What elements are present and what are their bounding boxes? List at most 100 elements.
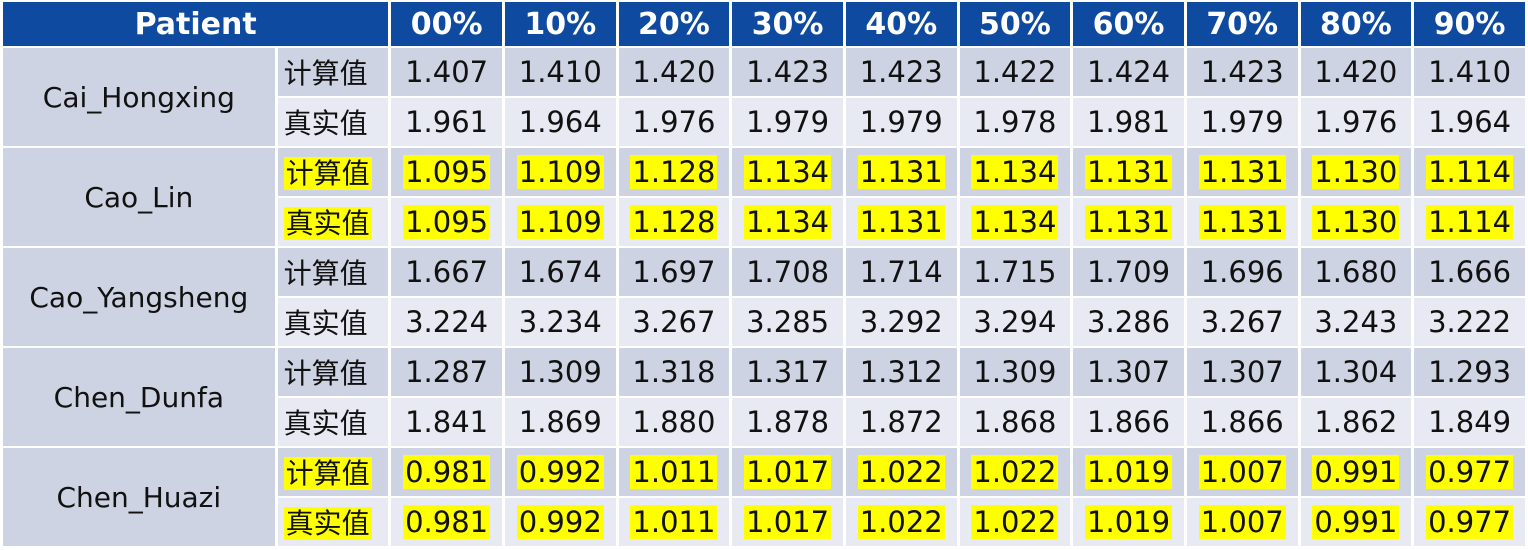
value-text: 1.128: [630, 155, 718, 189]
value-text: 1.422: [973, 55, 1057, 89]
value-cell: 1.022: [845, 498, 957, 546]
value-text: 1.134: [971, 155, 1059, 189]
value-cell: 1.878: [732, 398, 843, 446]
value-cell: 0.981: [391, 498, 502, 546]
column-header-2: 20%: [618, 2, 730, 46]
value-cell: 3.294: [959, 298, 1071, 346]
table-row: 真实值 0.981 0.992 1.011 1.017 1.022 1.022 1.019 1.…: [3, 498, 1525, 546]
table-row: Cai_Hongxing 计算值 1.407 1.410 1.420 1.423 1.423…: [3, 48, 1525, 146]
value-text: 1.007: [1198, 455, 1286, 489]
value-cell: 1.866: [1073, 398, 1184, 446]
value-text: 1.978: [973, 105, 1057, 139]
value-text: 3.285: [746, 305, 830, 339]
value-text: 1.007: [1198, 505, 1286, 539]
value-cell: 1.979: [1186, 98, 1298, 146]
value-text: 1.109: [516, 205, 604, 239]
value-cell: 1.011: [618, 498, 730, 546]
metric-label-cell: 计算值: [277, 248, 389, 296]
value-text: 1.423: [746, 55, 830, 89]
value-cell: 1.109: [504, 148, 616, 196]
value-cell: 1.131: [1073, 198, 1184, 246]
value-cell: 1.979: [845, 98, 957, 146]
value-text: 1.022: [857, 455, 945, 489]
value-cell: 1.976: [1300, 98, 1412, 146]
value-cell: 1.309: [959, 348, 1071, 396]
value-text: 1.696: [1200, 255, 1284, 289]
value-text: 1.667: [405, 255, 489, 289]
value-cell: 1.114: [1414, 198, 1525, 246]
value-cell: 1.022: [959, 498, 1071, 546]
value-text: 0.981: [403, 505, 491, 539]
value-text: 1.666: [1428, 255, 1512, 289]
column-header-7: 70%: [1186, 2, 1298, 46]
table-row: Cao_Yangsheng 计算值 1.667 1.674 1.697 1.708 1.71…: [3, 248, 1525, 346]
column-header-3: 30%: [732, 2, 843, 46]
value-cell: 1.667: [391, 248, 502, 296]
value-text: 1.293: [1428, 355, 1512, 389]
column-header-5: 50%: [959, 2, 1071, 46]
column-header-4: 40%: [845, 2, 957, 46]
metric-label: 真实值: [283, 207, 372, 240]
value-cell: 1.017: [732, 448, 843, 496]
value-cell: 1.407: [391, 48, 502, 96]
value-cell: 3.224: [391, 298, 502, 346]
value-cell: 1.134: [732, 148, 843, 196]
value-cell: 1.423: [732, 48, 843, 96]
value-text: 1.017: [744, 505, 832, 539]
value-text: 1.131: [857, 155, 945, 189]
value-text: 1.680: [1314, 255, 1398, 289]
value-cell: 3.222: [1414, 298, 1525, 346]
value-text: 1.312: [859, 355, 943, 389]
value-cell: 1.424: [1073, 48, 1184, 96]
value-text: 1.872: [859, 405, 943, 439]
value-text: 1.022: [971, 505, 1059, 539]
value-cell: 1.011: [618, 448, 730, 496]
patient-name-cell: Cai_Hongxing: [3, 48, 275, 146]
value-cell: 1.709: [1073, 248, 1184, 296]
metric-label-cell: 真实值: [277, 198, 389, 246]
value-text: 0.992: [516, 505, 604, 539]
metric-label: 计算值: [283, 457, 372, 490]
value-text: 1.095: [403, 205, 491, 239]
value-text: 1.114: [1426, 205, 1514, 239]
table-row: 真实值 1.841 1.869 1.880 1.878 1.872 1.868 1.866 1.…: [3, 398, 1525, 446]
value-text: 1.128: [630, 205, 718, 239]
metric-label: 真实值: [283, 107, 368, 140]
value-cell: 1.114: [1414, 148, 1525, 196]
value-cell: 1.022: [959, 448, 1071, 496]
table-row: Cao_Lin 计算值 1.095 1.109 1.128 1.134 1.131 1.134…: [3, 148, 1525, 246]
value-text: 1.868: [973, 405, 1057, 439]
value-cell: 1.862: [1300, 398, 1412, 446]
value-cell: 1.964: [504, 98, 616, 146]
value-cell: 1.134: [732, 198, 843, 246]
value-cell: 1.109: [504, 198, 616, 246]
value-cell: 1.849: [1414, 398, 1525, 446]
value-cell: 1.964: [1414, 98, 1525, 146]
value-text: 1.708: [746, 255, 830, 289]
value-cell: 1.714: [845, 248, 957, 296]
value-cell: 3.286: [1073, 298, 1184, 346]
value-text: 1.869: [518, 405, 602, 439]
metric-label-cell: 真实值: [277, 498, 389, 546]
value-cell: 1.304: [1300, 348, 1412, 396]
value-text: 1.961: [405, 105, 489, 139]
value-text: 1.976: [632, 105, 716, 139]
value-cell: 1.880: [618, 398, 730, 446]
value-text: 1.714: [859, 255, 943, 289]
metric-label: 真实值: [283, 507, 372, 540]
value-text: 1.979: [1200, 105, 1284, 139]
value-text: 1.866: [1200, 405, 1284, 439]
table-body: Cai_Hongxing 计算值 1.407 1.410 1.420 1.423 1.423…: [3, 48, 1525, 546]
value-cell: 1.708: [732, 248, 843, 296]
value-text: 1.011: [630, 455, 718, 489]
column-header-0: 00%: [391, 2, 502, 46]
value-cell: 1.674: [504, 248, 616, 296]
value-text: 1.976: [1314, 105, 1398, 139]
value-text: 1.841: [405, 405, 489, 439]
table-row: Chen_Huazi 计算值 0.981 0.992 1.011 1.017 1.022 1.…: [3, 448, 1525, 546]
value-cell: 1.134: [959, 148, 1071, 196]
value-cell: 0.981: [391, 448, 502, 496]
value-text: 1.011: [630, 505, 718, 539]
value-cell: 1.868: [959, 398, 1071, 446]
value-cell: 1.317: [732, 348, 843, 396]
